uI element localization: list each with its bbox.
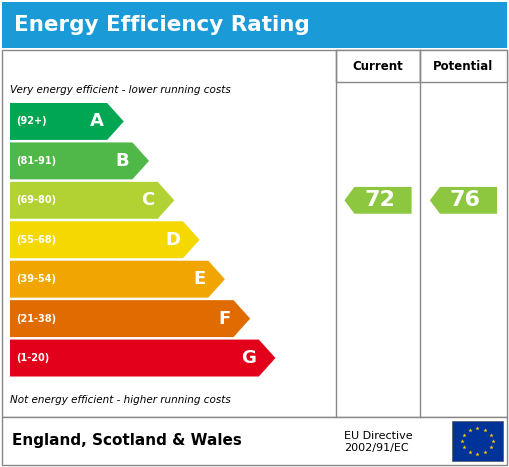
Text: (69-80): (69-80) bbox=[16, 195, 56, 205]
Text: B: B bbox=[116, 152, 129, 170]
Text: (1-20): (1-20) bbox=[16, 353, 49, 363]
Polygon shape bbox=[10, 340, 275, 376]
Bar bbox=[420, 50, 507, 82]
Text: 72: 72 bbox=[364, 191, 395, 210]
Text: Current: Current bbox=[353, 59, 403, 72]
Text: (39-54): (39-54) bbox=[16, 274, 56, 284]
Text: Potential: Potential bbox=[433, 59, 494, 72]
Text: (92+): (92+) bbox=[16, 116, 47, 127]
Polygon shape bbox=[345, 187, 412, 214]
Text: 2002/91/EC: 2002/91/EC bbox=[344, 443, 409, 453]
Text: Not energy efficient - higher running costs: Not energy efficient - higher running co… bbox=[10, 395, 231, 405]
Bar bbox=[452, 421, 503, 461]
Text: EU Directive: EU Directive bbox=[344, 431, 413, 441]
Bar bbox=[2, 417, 507, 465]
Text: G: G bbox=[241, 349, 256, 367]
Text: (81-91): (81-91) bbox=[16, 156, 56, 166]
Bar bbox=[2, 2, 507, 48]
Text: England, Scotland & Wales: England, Scotland & Wales bbox=[12, 433, 242, 448]
Text: (55-68): (55-68) bbox=[16, 235, 56, 245]
Text: Energy Efficiency Rating: Energy Efficiency Rating bbox=[14, 15, 310, 35]
Text: 76: 76 bbox=[449, 191, 480, 210]
Polygon shape bbox=[10, 182, 174, 219]
Polygon shape bbox=[10, 103, 124, 140]
Text: E: E bbox=[193, 270, 205, 288]
Polygon shape bbox=[10, 261, 225, 297]
Bar bbox=[2, 50, 507, 417]
Text: C: C bbox=[142, 191, 155, 209]
Polygon shape bbox=[10, 142, 149, 179]
Text: D: D bbox=[165, 231, 180, 249]
Text: A: A bbox=[90, 113, 104, 130]
Text: F: F bbox=[218, 310, 231, 328]
Polygon shape bbox=[430, 187, 497, 214]
Bar bbox=[336, 50, 420, 82]
Polygon shape bbox=[10, 221, 200, 258]
Polygon shape bbox=[10, 300, 250, 337]
Text: Very energy efficient - lower running costs: Very energy efficient - lower running co… bbox=[10, 85, 231, 95]
Text: (21-38): (21-38) bbox=[16, 314, 56, 324]
